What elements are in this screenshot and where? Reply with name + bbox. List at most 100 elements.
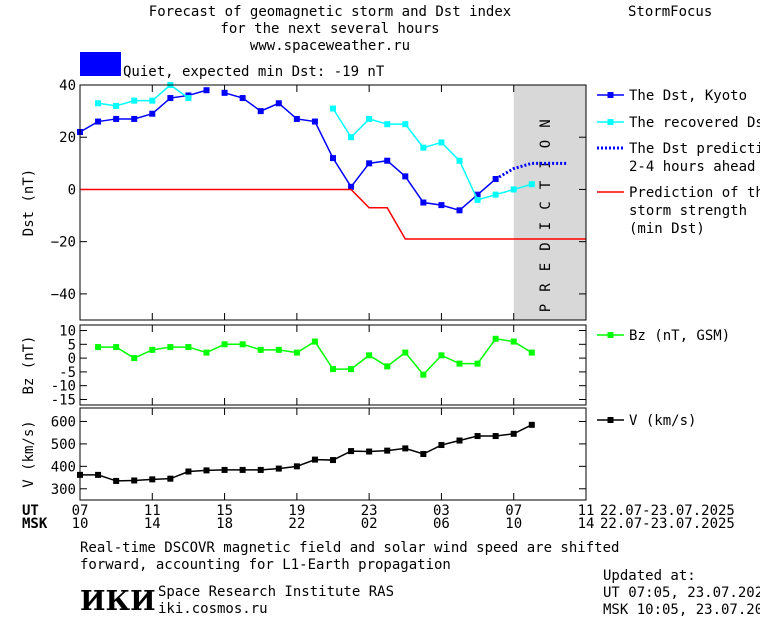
data-point-1: [366, 448, 373, 455]
legend-label: Prediction of the: [629, 185, 760, 201]
data-point-1: [366, 352, 373, 359]
x-tick-label-ut: 11: [144, 503, 161, 519]
legend-label: The Dst, Kyoto: [629, 88, 747, 104]
y-axis-label: Dst (nT): [21, 169, 37, 236]
prediction-band: [513, 85, 586, 320]
data-point-1: [275, 100, 282, 107]
data-point-1: [348, 366, 355, 373]
data-point-2: [528, 181, 535, 188]
data-point-1: [402, 445, 409, 452]
data-point-1: [293, 463, 300, 470]
data-point-1: [149, 346, 156, 353]
chart-title-url: www.spaceweather.ru: [249, 38, 411, 54]
y-tick-label: 20: [59, 130, 76, 146]
legend-label: (min Dst): [629, 221, 705, 237]
legend-label: storm strength: [629, 203, 747, 219]
data-point-1: [438, 202, 445, 209]
x-axis-label-msk: MSK: [22, 516, 48, 532]
data-point-1: [131, 115, 138, 122]
y-tick-label: 5: [68, 337, 76, 353]
data-point-1: [311, 118, 318, 125]
note-line-2: forward, accounting for L1-Earth propaga…: [80, 557, 451, 573]
updated-msk: MSK 10:05, 23.07.2025: [603, 602, 760, 618]
updated-label: Updated at:: [603, 568, 696, 584]
legend-label: The recovered Dst: [629, 115, 760, 131]
y-tick-label: 600: [51, 414, 76, 430]
data-point-1: [239, 466, 246, 473]
data-point-1: [402, 173, 409, 180]
legend-label: V (km/s): [629, 413, 696, 429]
data-point-1: [528, 349, 535, 356]
x-axis-label-ut: UT: [22, 503, 39, 519]
data-point-2: [474, 196, 481, 203]
data-point-1: [384, 447, 391, 454]
status-text: Quiet, expected min Dst: -19 nT: [123, 64, 385, 80]
prediction-band-letter: N: [538, 119, 554, 127]
data-point-1: [167, 344, 174, 351]
series-line-4: [80, 188, 586, 240]
chart-title-line-1: Forecast of geomagnetic storm and Dst in…: [148, 4, 512, 20]
x-tick-label-ut: 23: [361, 503, 378, 519]
x-tick-label-ut: 07: [72, 503, 89, 519]
data-point-2: [510, 186, 517, 193]
data-point-1: [492, 335, 499, 342]
panel-frame: [79, 407, 587, 501]
y-tick-label: 0: [68, 351, 76, 367]
data-point-1: [330, 457, 336, 464]
chart-title-line-2: for the next several hours: [220, 21, 440, 37]
data-point-2: [185, 95, 192, 102]
prediction-band-letter: E: [538, 263, 554, 271]
date-range-msk: 22.07-23.07.2025: [600, 516, 735, 532]
x-tick-label-msk: 06: [433, 516, 450, 532]
data-point-1: [275, 346, 282, 353]
updated-ut: UT 07:05, 23.07.2025: [603, 585, 760, 601]
data-point-1: [420, 199, 427, 206]
data-point-1: [257, 466, 264, 473]
data-point-1: [95, 344, 102, 351]
data-point-1: [528, 421, 535, 428]
series-line-2: [332, 108, 532, 201]
y-tick-label: 0: [68, 182, 76, 198]
data-point-2: [492, 191, 499, 198]
legend-swatch-marker: [607, 417, 614, 423]
data-point-1: [239, 95, 246, 102]
prediction-band-letter: D: [538, 242, 554, 250]
x-tick-label-ut: 03: [433, 503, 450, 519]
data-point-1: [149, 476, 156, 483]
data-point-1: [438, 352, 445, 359]
y-tick-label: 400: [51, 459, 76, 475]
data-point-1: [221, 341, 228, 348]
data-point-1: [474, 191, 481, 198]
legend-swatch-marker: [607, 119, 614, 125]
prediction-band-letter: R: [538, 283, 554, 292]
x-tick-label-msk: 10: [72, 516, 89, 532]
data-point-1: [311, 456, 318, 463]
y-tick-label: 300: [51, 482, 76, 498]
series-line-1: [80, 424, 533, 482]
series-line-2: [97, 84, 189, 107]
legend-label: 2-4 hours ahead: [629, 159, 755, 175]
y-tick-label: 40: [59, 78, 76, 94]
data-point-2: [348, 134, 355, 141]
y-tick-label: -15: [51, 392, 76, 408]
data-point-1: [203, 467, 210, 474]
prediction-band-letter: T: [538, 180, 554, 189]
x-tick-label-msk: 02: [361, 516, 378, 532]
iki-logo: ИКИ: [80, 586, 156, 617]
y-axis-label: V (km/s): [21, 420, 37, 487]
data-point-1: [203, 87, 210, 94]
legend-swatch-marker: [607, 332, 614, 338]
data-point-2: [113, 102, 120, 109]
data-point-1: [311, 338, 318, 345]
data-point-2: [131, 97, 138, 104]
institute-site[interactable]: iki.cosmos.ru: [158, 601, 268, 617]
x-tick-label-msk: 14: [144, 516, 161, 532]
data-point-1: [330, 366, 336, 373]
data-point-1: [257, 346, 264, 353]
data-point-1: [384, 157, 391, 164]
data-point-1: [420, 371, 427, 378]
data-point-1: [420, 451, 427, 457]
data-point-2: [438, 139, 445, 146]
prediction-band-letter: O: [538, 140, 554, 148]
